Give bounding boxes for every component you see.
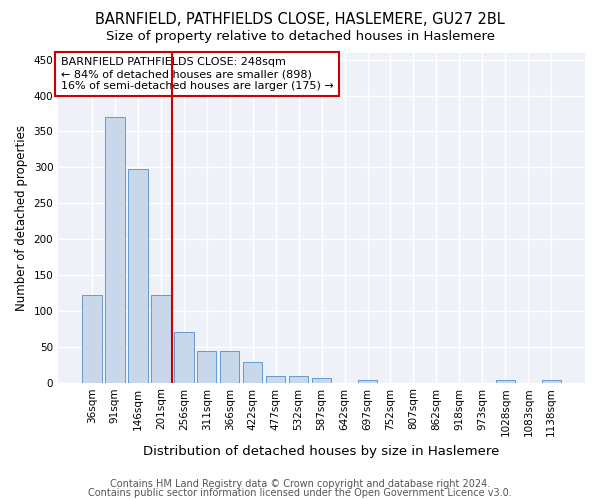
Bar [289,376,308,382]
Bar [312,378,331,382]
Text: Size of property relative to detached houses in Haslemere: Size of property relative to detached ho… [106,30,494,43]
Bar [105,117,125,382]
Bar [197,351,217,382]
Bar [220,351,239,382]
Bar [542,380,561,382]
Bar [358,380,377,382]
Bar [151,295,170,382]
Text: BARNFIELD PATHFIELDS CLOSE: 248sqm
← 84% of detached houses are smaller (898)
16: BARNFIELD PATHFIELDS CLOSE: 248sqm ← 84%… [61,58,334,90]
Text: BARNFIELD, PATHFIELDS CLOSE, HASLEMERE, GU27 2BL: BARNFIELD, PATHFIELDS CLOSE, HASLEMERE, … [95,12,505,28]
X-axis label: Distribution of detached houses by size in Haslemere: Distribution of detached houses by size … [143,444,500,458]
Text: Contains HM Land Registry data © Crown copyright and database right 2024.: Contains HM Land Registry data © Crown c… [110,479,490,489]
Y-axis label: Number of detached properties: Number of detached properties [15,124,28,310]
Bar [243,362,262,382]
Bar [128,170,148,382]
Bar [266,376,286,382]
Bar [174,332,194,382]
Text: Contains public sector information licensed under the Open Government Licence v3: Contains public sector information licen… [88,488,512,498]
Bar [496,380,515,382]
Bar [82,295,101,382]
